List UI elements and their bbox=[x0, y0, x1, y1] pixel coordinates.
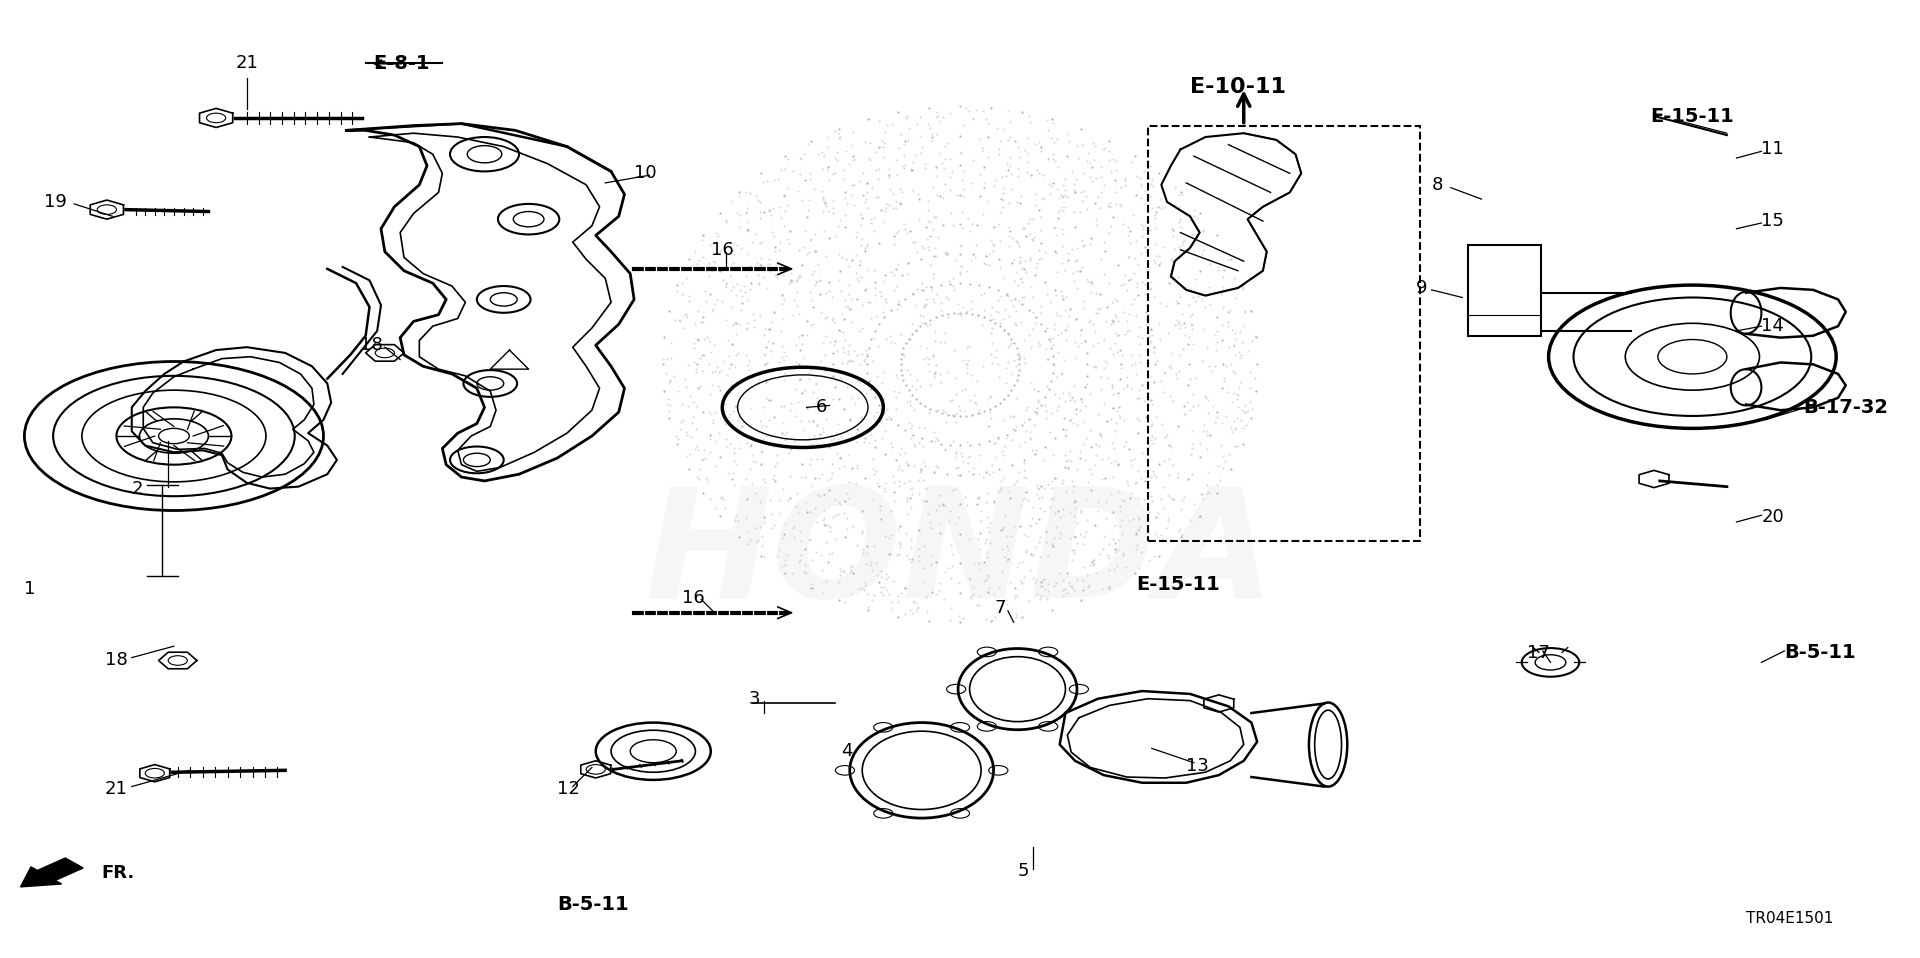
Text: FR.: FR. bbox=[102, 863, 134, 881]
Text: 4: 4 bbox=[841, 742, 852, 761]
Text: 16: 16 bbox=[682, 589, 705, 607]
Text: 5: 5 bbox=[1018, 861, 1029, 879]
Polygon shape bbox=[159, 652, 198, 669]
Text: E-8-1: E-8-1 bbox=[372, 54, 430, 73]
Text: HONDA: HONDA bbox=[645, 481, 1275, 630]
Bar bbox=[1148, 125, 1421, 541]
Text: 20: 20 bbox=[1761, 508, 1784, 526]
Text: 21: 21 bbox=[236, 55, 257, 73]
Text: 13: 13 bbox=[1187, 757, 1210, 775]
Text: 12: 12 bbox=[557, 781, 580, 798]
Text: 18: 18 bbox=[359, 336, 382, 354]
Text: 18: 18 bbox=[106, 651, 127, 670]
Text: 15: 15 bbox=[1761, 212, 1784, 230]
Polygon shape bbox=[365, 345, 403, 361]
Text: B-5-11: B-5-11 bbox=[1784, 644, 1857, 662]
Text: 19: 19 bbox=[44, 193, 67, 211]
Text: TR04E1501: TR04E1501 bbox=[1745, 911, 1834, 925]
Polygon shape bbox=[90, 200, 123, 219]
Text: B-17-32: B-17-32 bbox=[1803, 398, 1889, 417]
Text: 1: 1 bbox=[25, 580, 36, 598]
Polygon shape bbox=[1640, 470, 1668, 488]
Text: 11: 11 bbox=[1761, 141, 1784, 158]
Text: E-10-11: E-10-11 bbox=[1190, 78, 1286, 98]
Text: 8: 8 bbox=[1432, 175, 1444, 194]
Text: 17: 17 bbox=[1528, 644, 1549, 662]
Text: 21: 21 bbox=[106, 781, 129, 798]
Text: 7: 7 bbox=[995, 599, 1006, 617]
Polygon shape bbox=[200, 108, 232, 127]
Text: 2: 2 bbox=[132, 480, 144, 497]
Text: E-15-11: E-15-11 bbox=[1649, 106, 1734, 125]
Text: 14: 14 bbox=[1761, 317, 1784, 335]
Polygon shape bbox=[580, 761, 611, 778]
Polygon shape bbox=[140, 764, 169, 782]
Bar bbox=[1469, 245, 1542, 335]
Text: 16: 16 bbox=[710, 240, 733, 259]
Text: 3: 3 bbox=[749, 690, 760, 708]
Text: 6: 6 bbox=[816, 399, 828, 417]
FancyArrow shape bbox=[21, 858, 83, 887]
Text: B-5-11: B-5-11 bbox=[557, 895, 630, 914]
Text: E-15-11: E-15-11 bbox=[1137, 575, 1219, 594]
Text: 10: 10 bbox=[634, 165, 657, 182]
Polygon shape bbox=[1204, 695, 1235, 712]
Text: 9: 9 bbox=[1417, 279, 1428, 297]
